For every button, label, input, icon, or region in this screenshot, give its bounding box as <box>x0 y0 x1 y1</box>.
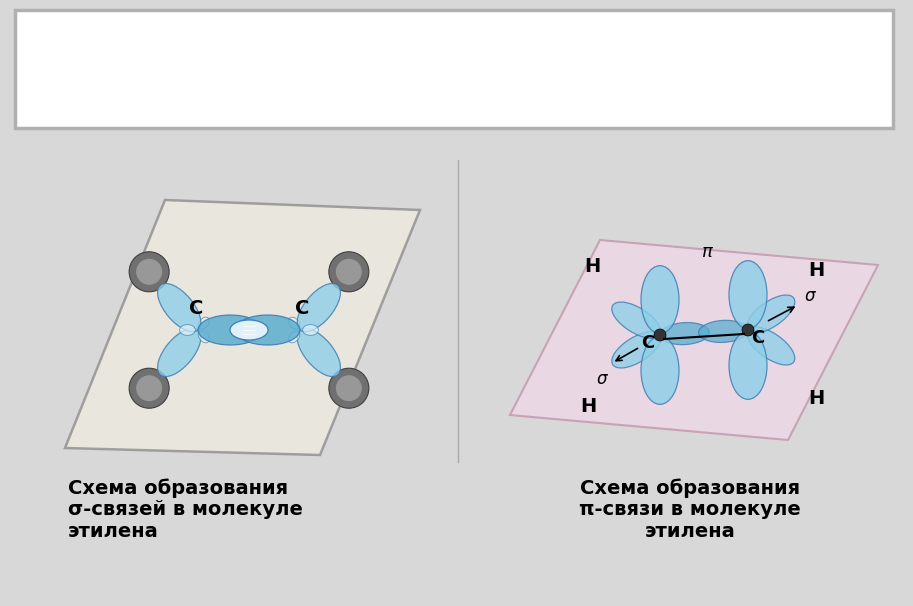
Circle shape <box>136 259 163 285</box>
Text: C: C <box>641 334 655 352</box>
Text: Схема образования: Схема образования <box>580 478 800 498</box>
Ellipse shape <box>158 284 201 331</box>
Ellipse shape <box>612 331 661 368</box>
Ellipse shape <box>297 328 341 376</box>
Text: H: H <box>584 258 600 276</box>
Ellipse shape <box>747 295 795 333</box>
Ellipse shape <box>729 331 767 399</box>
Polygon shape <box>65 200 420 455</box>
Ellipse shape <box>612 302 661 338</box>
FancyBboxPatch shape <box>15 10 893 128</box>
Text: H: H <box>808 261 824 279</box>
Ellipse shape <box>641 336 679 404</box>
Ellipse shape <box>641 265 679 334</box>
Ellipse shape <box>180 325 195 335</box>
Text: C: C <box>751 329 764 347</box>
Circle shape <box>329 368 369 408</box>
Ellipse shape <box>198 317 209 329</box>
Text: Схема образования: Схема образования <box>68 478 289 498</box>
Text: π-связи в молекуле: π-связи в молекуле <box>579 500 801 519</box>
Text: H: H <box>580 398 596 416</box>
Text: σ: σ <box>597 370 607 388</box>
Circle shape <box>336 375 362 401</box>
Ellipse shape <box>198 315 263 345</box>
Ellipse shape <box>289 317 299 329</box>
Ellipse shape <box>729 261 767 328</box>
Circle shape <box>129 368 169 408</box>
Ellipse shape <box>198 331 209 343</box>
Text: σ: σ <box>804 287 815 305</box>
Circle shape <box>336 259 362 285</box>
Ellipse shape <box>236 315 300 345</box>
Ellipse shape <box>302 325 319 335</box>
Ellipse shape <box>660 322 709 345</box>
Ellipse shape <box>747 327 795 365</box>
Ellipse shape <box>698 321 748 342</box>
Text: π: π <box>700 243 711 261</box>
Circle shape <box>329 251 369 291</box>
Circle shape <box>654 329 666 341</box>
Circle shape <box>742 324 754 336</box>
Ellipse shape <box>297 284 341 331</box>
Circle shape <box>129 251 169 291</box>
Polygon shape <box>510 240 878 440</box>
Ellipse shape <box>158 328 201 376</box>
Text: этилена: этилена <box>68 522 159 541</box>
Text: C: C <box>295 299 310 318</box>
Text: этилена: этилена <box>645 522 735 541</box>
Circle shape <box>136 375 163 401</box>
Text: H: H <box>808 388 824 407</box>
Ellipse shape <box>289 331 299 343</box>
Ellipse shape <box>230 320 268 340</box>
Text: σ-связей в молекуле: σ-связей в молекуле <box>68 500 303 519</box>
Text: C: C <box>189 299 204 318</box>
